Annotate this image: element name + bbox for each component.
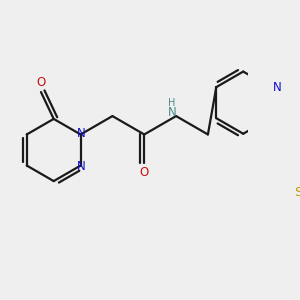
Text: O: O [36, 76, 46, 89]
Text: N: N [273, 81, 282, 94]
Text: S: S [294, 186, 300, 199]
Text: O: O [140, 166, 149, 179]
Text: N: N [77, 127, 86, 140]
Text: N: N [167, 106, 176, 119]
Text: N: N [77, 160, 86, 173]
Text: H: H [168, 98, 175, 108]
